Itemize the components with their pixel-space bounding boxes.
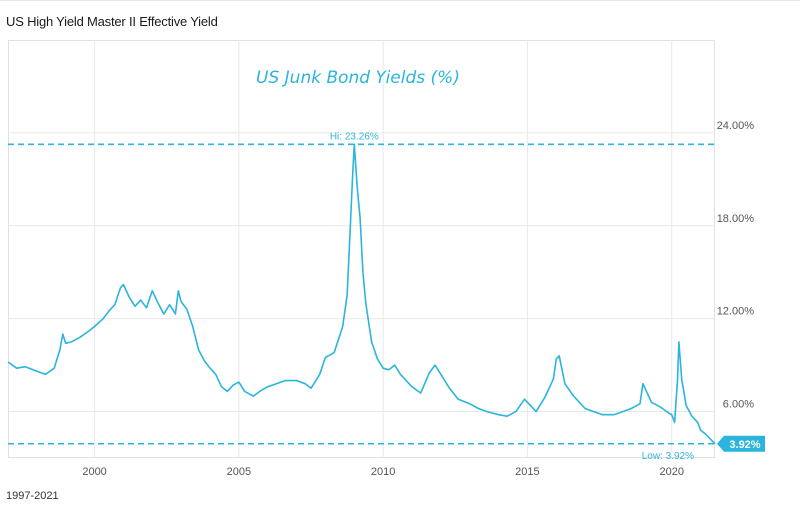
reference-lines (8, 143, 715, 445)
y-tick-label: 12.00% (717, 306, 755, 318)
y-tick-label: 18.00% (717, 213, 755, 225)
page-title: US High Yield Master II Effective Yield (6, 14, 218, 29)
high-label: Hi: 23.26% (330, 131, 379, 142)
last-value-badge (717, 435, 765, 452)
last-value-label: 3.92% (729, 439, 760, 451)
top-rule (0, 0, 800, 1)
chart-title: US Junk Bond Yields (%) (256, 68, 460, 88)
plot-frame (8, 40, 715, 458)
x-tick-label: 2005 (227, 466, 251, 478)
x-tick-label: 2000 (82, 466, 106, 478)
x-tick-label: 2015 (515, 466, 539, 478)
date-range-label: 1997-2021 (6, 490, 59, 502)
grid-layer (8, 40, 715, 458)
y-tick-label: 6.00% (723, 399, 754, 411)
low-label: Low: 3.92% (642, 451, 694, 462)
y-tick-label: 24.00% (717, 120, 755, 132)
x-tick-label: 2010 (371, 466, 395, 478)
series-line-yield (7, 143, 716, 445)
x-tick-label: 2020 (659, 466, 683, 478)
labels-layer: 2000 2005 2010 2015 2020 6.00% 12.00% 18.00% 24.… (82, 120, 765, 478)
